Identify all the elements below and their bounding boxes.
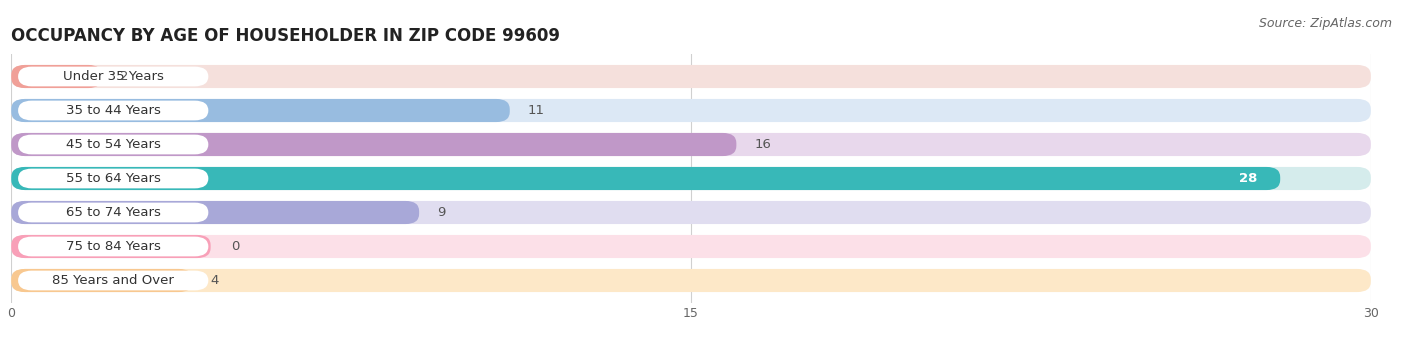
Text: 45 to 54 Years: 45 to 54 Years (66, 138, 160, 151)
FancyBboxPatch shape (11, 65, 1371, 88)
FancyBboxPatch shape (18, 169, 208, 188)
Text: 4: 4 (211, 274, 219, 287)
FancyBboxPatch shape (11, 201, 1371, 224)
FancyBboxPatch shape (18, 271, 208, 290)
FancyBboxPatch shape (11, 235, 211, 258)
FancyBboxPatch shape (11, 167, 1371, 190)
FancyBboxPatch shape (18, 67, 208, 86)
Text: 85 Years and Over: 85 Years and Over (52, 274, 174, 287)
Text: 2: 2 (120, 70, 128, 83)
FancyBboxPatch shape (11, 65, 101, 88)
Text: 75 to 84 Years: 75 to 84 Years (66, 240, 160, 253)
FancyBboxPatch shape (11, 133, 1371, 156)
Text: 35 to 44 Years: 35 to 44 Years (66, 104, 160, 117)
FancyBboxPatch shape (18, 101, 208, 120)
Text: 55 to 64 Years: 55 to 64 Years (66, 172, 160, 185)
FancyBboxPatch shape (18, 135, 208, 154)
Text: Under 35 Years: Under 35 Years (63, 70, 163, 83)
FancyBboxPatch shape (18, 237, 208, 256)
Text: 9: 9 (437, 206, 446, 219)
FancyBboxPatch shape (11, 201, 419, 224)
FancyBboxPatch shape (18, 203, 208, 222)
Text: 0: 0 (231, 240, 239, 253)
FancyBboxPatch shape (11, 99, 510, 122)
Text: 65 to 74 Years: 65 to 74 Years (66, 206, 160, 219)
FancyBboxPatch shape (11, 99, 1371, 122)
FancyBboxPatch shape (11, 235, 1371, 258)
Text: OCCUPANCY BY AGE OF HOUSEHOLDER IN ZIP CODE 99609: OCCUPANCY BY AGE OF HOUSEHOLDER IN ZIP C… (11, 27, 560, 45)
FancyBboxPatch shape (11, 269, 1371, 292)
Text: Source: ZipAtlas.com: Source: ZipAtlas.com (1258, 17, 1392, 30)
Text: 28: 28 (1239, 172, 1257, 185)
Text: 16: 16 (755, 138, 772, 151)
FancyBboxPatch shape (11, 167, 1281, 190)
FancyBboxPatch shape (11, 269, 193, 292)
Text: 11: 11 (527, 104, 546, 117)
FancyBboxPatch shape (11, 133, 737, 156)
